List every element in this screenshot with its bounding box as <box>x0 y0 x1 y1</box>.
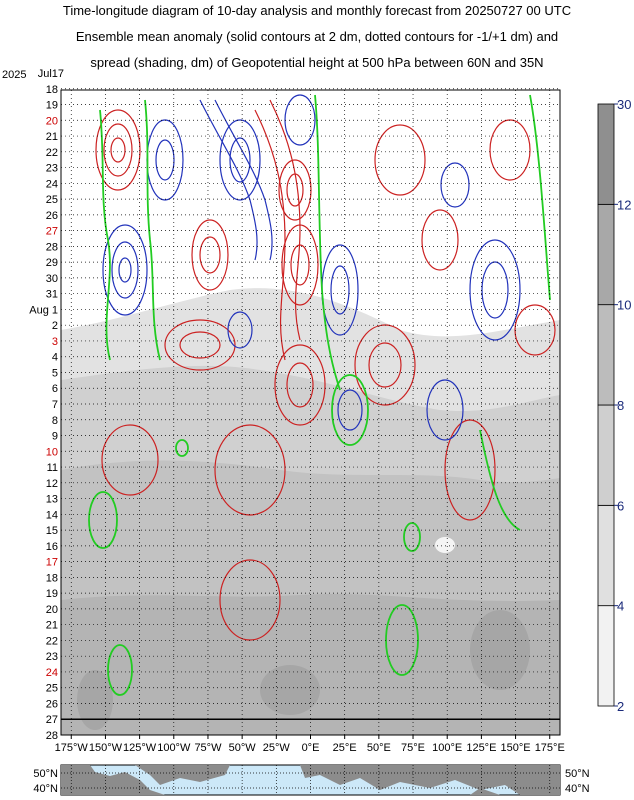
x-tick-label: 125°E <box>466 742 496 754</box>
y-tick-label: 10 <box>46 446 58 458</box>
y-tick-label: 11 <box>47 462 58 474</box>
colorbar-label: 8 <box>617 398 624 413</box>
colorbar: 2 4 6 8 10 12 30 <box>597 97 631 714</box>
y-tick-label: 27 <box>46 226 58 238</box>
negative-contours <box>102 94 521 441</box>
spread-shading <box>61 90 560 735</box>
colorbar-label: 2 <box>617 699 624 714</box>
y-tick-label: 4 <box>52 352 58 364</box>
x-tick-label: 150°W <box>89 742 123 754</box>
colorbar-label: 12 <box>617 197 631 212</box>
y-tick-label: 24 <box>46 178 58 190</box>
x-tick-label: 175°E <box>535 742 565 754</box>
x-tick-label: 100°E <box>432 742 462 754</box>
y-tick-label: 21 <box>46 620 58 632</box>
y-tick-label: 19 <box>46 100 58 112</box>
y-tick-label: 25 <box>46 683 58 695</box>
map-strip: 50°N 40°N 50°N 40°N <box>33 764 590 796</box>
colorbar-label: 30 <box>617 97 631 112</box>
y-tick-label: 2 <box>52 320 58 332</box>
colorbar-label: 4 <box>617 599 624 614</box>
y-tick-label: Aug 1 <box>29 304 58 316</box>
x-tick-label: 50°E <box>367 742 391 754</box>
year-label: 2025 <box>2 69 26 81</box>
zero-contours <box>88 94 551 696</box>
y-tick-label: 14 <box>46 509 58 521</box>
x-tick-label: 25°E <box>333 742 357 754</box>
map-lat-label-right-50: 50°N <box>565 768 590 780</box>
x-tick-label: 0°E <box>302 742 320 754</box>
colorbar-segment <box>597 203 615 306</box>
y-tick-label: 6 <box>52 383 58 395</box>
colorbar-segment <box>597 304 615 406</box>
title-line-1: Time-longitude diagram of 10-day analysi… <box>62 3 572 18</box>
y-tick-label: 22 <box>46 635 58 647</box>
x-tick-label: 100°W <box>157 742 191 754</box>
map-lat-label-left-50: 50°N <box>33 768 58 780</box>
x-tick-label: 75°E <box>401 742 425 754</box>
map-lat-label-right-40: 40°N <box>565 783 590 795</box>
y-tick-label: 5 <box>52 367 58 379</box>
colorbar-segment <box>597 605 615 707</box>
x-tick-label: 125°W <box>123 742 157 754</box>
y-tick-label: 9 <box>52 431 58 443</box>
y-tick-label: 19 <box>46 588 58 600</box>
y-tick-label: 30 <box>46 273 58 285</box>
y-tick-label: 3 <box>52 336 58 348</box>
y-tick-label: 28 <box>46 241 58 253</box>
colorbar-segment <box>597 404 615 506</box>
x-tick-label: 50°W <box>229 742 257 754</box>
x-tick-label: 150°E <box>501 742 531 754</box>
y-tick-label: 17 <box>46 557 58 569</box>
map-lat-label-left-40: 40°N <box>33 783 58 795</box>
y-tick-label: 12 <box>46 478 58 490</box>
colorbar-segment <box>597 103 615 205</box>
y-tick-label: 18 <box>46 572 58 584</box>
y-tick-label: 21 <box>46 131 58 143</box>
y-tick-label: 15 <box>46 525 58 537</box>
y-tick-label: 22 <box>46 147 58 159</box>
y-tick-label: 26 <box>46 210 58 222</box>
y-tick-label: 26 <box>46 698 58 710</box>
x-tick-label: 25°W <box>263 742 291 754</box>
colorbar-label: 6 <box>617 498 624 513</box>
y-tick-label: 16 <box>46 541 58 553</box>
y-tick-label: 31 <box>46 289 58 301</box>
y-tick-label: 7 <box>52 399 58 411</box>
x-axis: 175°W 150°W 125°W 100°W 75°W 50°W 25°W 0°E 25°E 5… <box>55 735 565 754</box>
y-tick-label: 25 <box>46 194 58 206</box>
colorbar-label: 10 <box>617 298 631 313</box>
y-tick-label: 8 <box>52 415 58 427</box>
colorbar-segment <box>597 504 615 607</box>
title-line-3: spread (shading, dm) of Geopotential hei… <box>90 55 544 70</box>
y-tick-label: 18 <box>46 84 58 96</box>
y-tick-label: 13 <box>46 494 58 506</box>
map-land <box>61 765 560 795</box>
y-tick-label: Jul17 <box>38 68 64 80</box>
x-tick-label: 175°W <box>55 742 89 754</box>
y-tick-label: 23 <box>46 651 58 663</box>
y-tick-label: 28 <box>46 730 58 742</box>
y-tick-label: 23 <box>46 163 58 175</box>
x-tick-label: 75°W <box>194 742 222 754</box>
y-tick-label: 20 <box>46 604 58 616</box>
y-tick-label: 27 <box>46 714 58 726</box>
title-line-2: Ensemble mean anomaly (solid contours at… <box>75 29 559 44</box>
y-tick-label: 24 <box>46 667 58 679</box>
y-tick-label: 29 <box>46 257 58 269</box>
y-tick-label: 20 <box>46 115 58 127</box>
